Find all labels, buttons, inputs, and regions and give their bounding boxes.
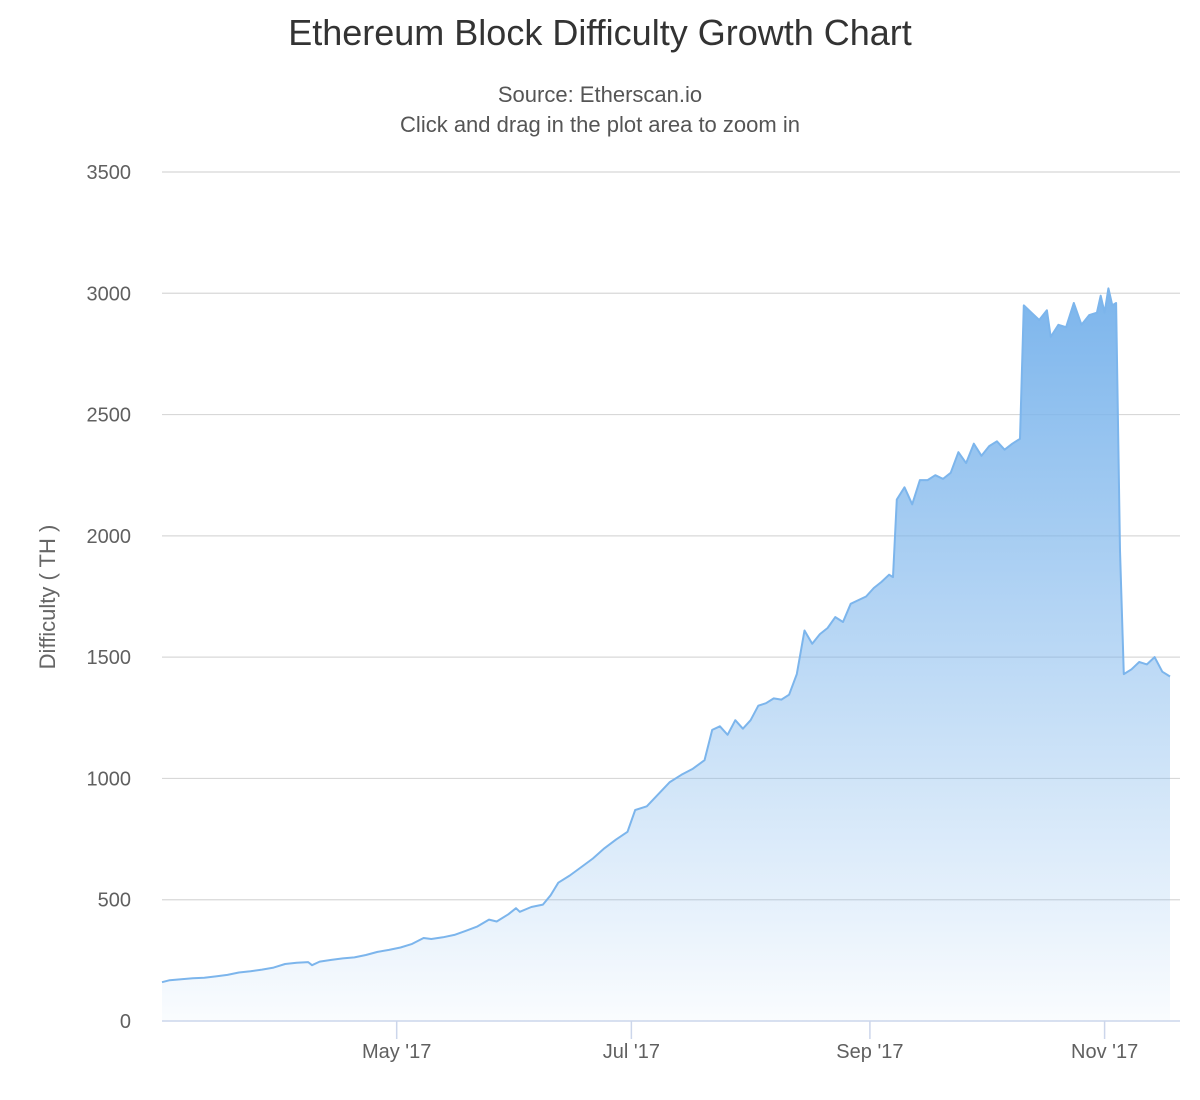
y-axis-title: Difficulty ( TH ) [35,525,60,670]
y-tick-label: 2500 [87,405,132,427]
y-tick-label: 0 [120,1011,131,1033]
y-tick-label: 500 [98,890,131,912]
y-tick-label: 1000 [87,768,132,790]
x-tick-label: Jul '17 [603,1041,660,1063]
chart-subtitle: Source: Etherscan.io [497,82,703,107]
x-tick-label: May '17 [362,1041,431,1063]
chart-title: Ethereum Block Difficulty Growth Chart [288,12,912,53]
y-tick-label: 3500 [87,162,132,184]
x-tick-label: Sep '17 [836,1041,903,1063]
y-tick-label: 2000 [87,526,132,548]
x-tick-label: Nov '17 [1071,1041,1138,1063]
series-line[interactable] [161,287,1171,984]
y-tick-label: 1500 [87,647,132,669]
y-tick-label: 3000 [87,283,132,305]
series-area [162,288,1170,1021]
chart-zoom-hint: Click and drag in the plot area to zoom … [400,112,800,137]
